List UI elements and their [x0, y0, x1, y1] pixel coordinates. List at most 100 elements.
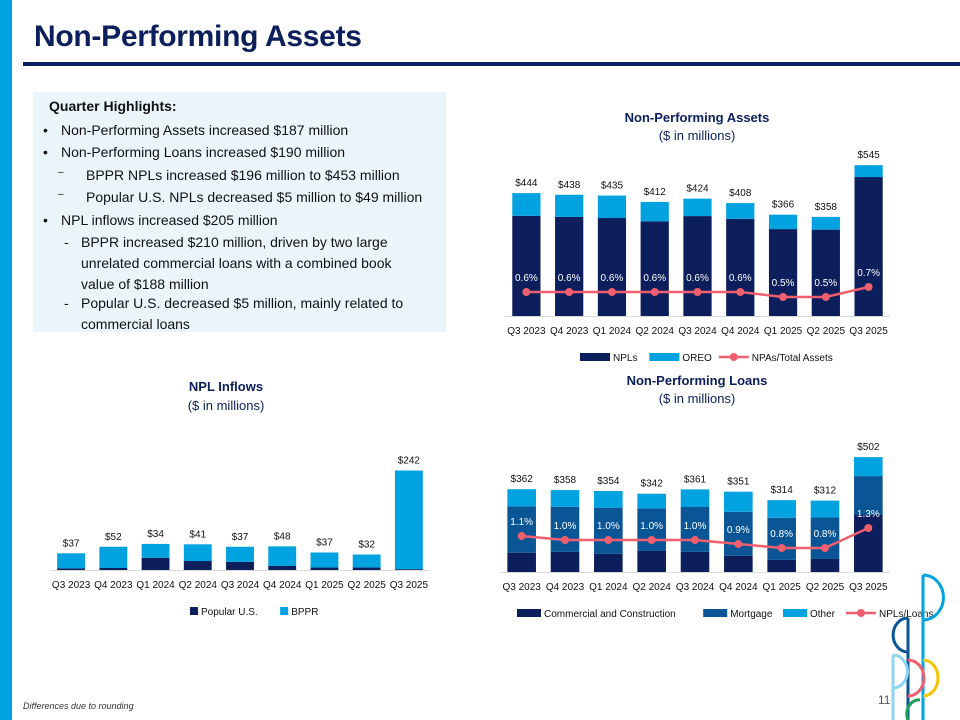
line-point: [565, 288, 574, 296]
bar-mortgage: [507, 506, 536, 553]
bar-mortgage: [550, 506, 580, 552]
bar-popular-u-s-: [141, 557, 170, 570]
highlight-subitem: Popular U.S. decreased $5 million, mainl…: [81, 295, 404, 332]
x-tick-label: Q2 2025: [807, 326, 846, 337]
line-value-label: 0.8%: [770, 529, 793, 540]
x-tick-label: Q4 2024: [263, 580, 302, 591]
bar-value-label: $435: [601, 181, 624, 192]
line-value-label: 0.6%: [729, 273, 752, 284]
bar-other: [594, 490, 623, 508]
bar-commercial-and-construction: [550, 551, 580, 572]
inflows-chart-title: NPL Inflows: [189, 379, 263, 394]
bar-value-label: $37: [232, 532, 249, 543]
x-tick-label: Q1 2025: [762, 582, 801, 593]
legend-label: NPLs/Loans: [879, 609, 933, 620]
bar-npls: [854, 177, 883, 316]
bar-mortgage: [767, 517, 796, 560]
legend-label: Other: [810, 609, 836, 620]
bar-value-label: $412: [644, 187, 667, 198]
dash-marker: -: [64, 295, 69, 311]
x-tick-label: Q3 2024: [678, 326, 717, 337]
bar-oreo: [768, 214, 798, 230]
highlight-subitem: Popular U.S. NPLs decreased $5 million t…: [86, 189, 423, 205]
line-point: [604, 536, 613, 544]
bar-oreo: [597, 195, 627, 219]
bar-popular-u-s-: [268, 565, 297, 570]
bar-oreo: [683, 198, 712, 217]
npl-chart-subtitle: ($ in millions): [659, 391, 736, 406]
x-tick-label: Q2 2025: [347, 580, 386, 591]
bar-mortgage: [594, 507, 623, 554]
x-tick-label: Q3 2023: [52, 580, 91, 591]
x-tick-label: Q2 2024: [632, 582, 671, 593]
x-tick-label: Q1 2025: [764, 326, 803, 337]
line-point: [821, 293, 830, 301]
line-point: [522, 288, 531, 296]
legend-label: BPPR: [291, 607, 318, 618]
quarter-highlights-panel: Quarter Highlights: • Non-Performing Ass…: [33, 92, 446, 332]
bar-bppr: [141, 543, 170, 558]
bar-popular-u-s-: [310, 567, 339, 570]
line-value-label: 0.5%: [772, 278, 795, 289]
bar-value-label: $314: [771, 485, 794, 496]
bar-mortgage: [810, 517, 840, 559]
bar-other: [550, 490, 580, 507]
bar-npls: [512, 215, 541, 316]
bar-npls: [597, 218, 627, 316]
bar-oreo: [512, 193, 541, 216]
line-point: [779, 293, 788, 301]
bar-oreo: [640, 201, 669, 222]
legend-marker: [729, 353, 738, 361]
line-value-label: 1.0%: [684, 521, 707, 532]
legend-swatch: [517, 609, 541, 617]
legend-label: NPLs: [613, 353, 637, 364]
bar-value-label: $438: [558, 180, 581, 191]
line-value-label: 0.6%: [515, 273, 538, 284]
bar-oreo: [811, 216, 840, 230]
bullet-marker: •: [43, 144, 48, 160]
bar-value-label: $37: [316, 537, 333, 548]
line-point: [647, 536, 656, 544]
bar-npls: [811, 229, 840, 316]
accent-bar: [0, 0, 12, 720]
highlights-heading: Quarter Highlights:: [49, 98, 177, 114]
x-tick-label: Q4 2023: [546, 582, 585, 593]
bar-commercial-and-construction: [637, 550, 666, 572]
bar-value-label: $242: [398, 456, 421, 467]
bar-value-label: $361: [684, 474, 707, 485]
bar-other: [810, 500, 840, 518]
npa-chart-subtitle: ($ in millions): [659, 128, 736, 143]
x-tick-label: Q1 2024: [593, 326, 632, 337]
legend-swatch: [280, 607, 289, 615]
x-tick-label: Q2 2024: [179, 580, 218, 591]
bullet-marker: •: [43, 122, 48, 138]
bar-commercial-and-construction: [767, 559, 796, 572]
line-value-label: 1.0%: [554, 521, 577, 532]
legend-label: Commercial and Construction: [544, 609, 676, 620]
x-tick-label: Q3 2023: [502, 582, 541, 593]
bar-npls: [683, 216, 712, 316]
bar-popular-u-s-: [352, 567, 381, 570]
bar-bppr: [57, 553, 86, 569]
bar-oreo: [555, 194, 584, 217]
bar-popular-u-s-: [57, 568, 86, 570]
bar-other: [637, 493, 666, 509]
legend-label: NPAs/Total Assets: [752, 353, 833, 364]
bar-value-label: $444: [515, 178, 538, 189]
bar-value-label: $366: [772, 200, 795, 211]
x-tick-label: Q2 2025: [806, 582, 845, 593]
x-tick-label: Q4 2024: [719, 582, 758, 593]
line-value-label: 0.5%: [814, 278, 837, 289]
bar-commercial-and-construction: [724, 555, 753, 572]
bar-value-label: $48: [274, 531, 291, 542]
x-tick-label: Q3 2024: [221, 580, 260, 591]
x-tick-label: Q3 2024: [676, 582, 715, 593]
highlight-item: Non-Performing Assets increased $187 mil…: [61, 122, 349, 138]
legend-swatch: [649, 353, 680, 361]
line-value-label: 0.6%: [601, 273, 624, 284]
bar-value-label: $351: [727, 477, 750, 488]
line-value-label: 1.0%: [640, 521, 663, 532]
bar-npls: [555, 216, 584, 316]
bar-commercial-and-construction: [680, 551, 710, 572]
bar-other: [680, 489, 710, 508]
